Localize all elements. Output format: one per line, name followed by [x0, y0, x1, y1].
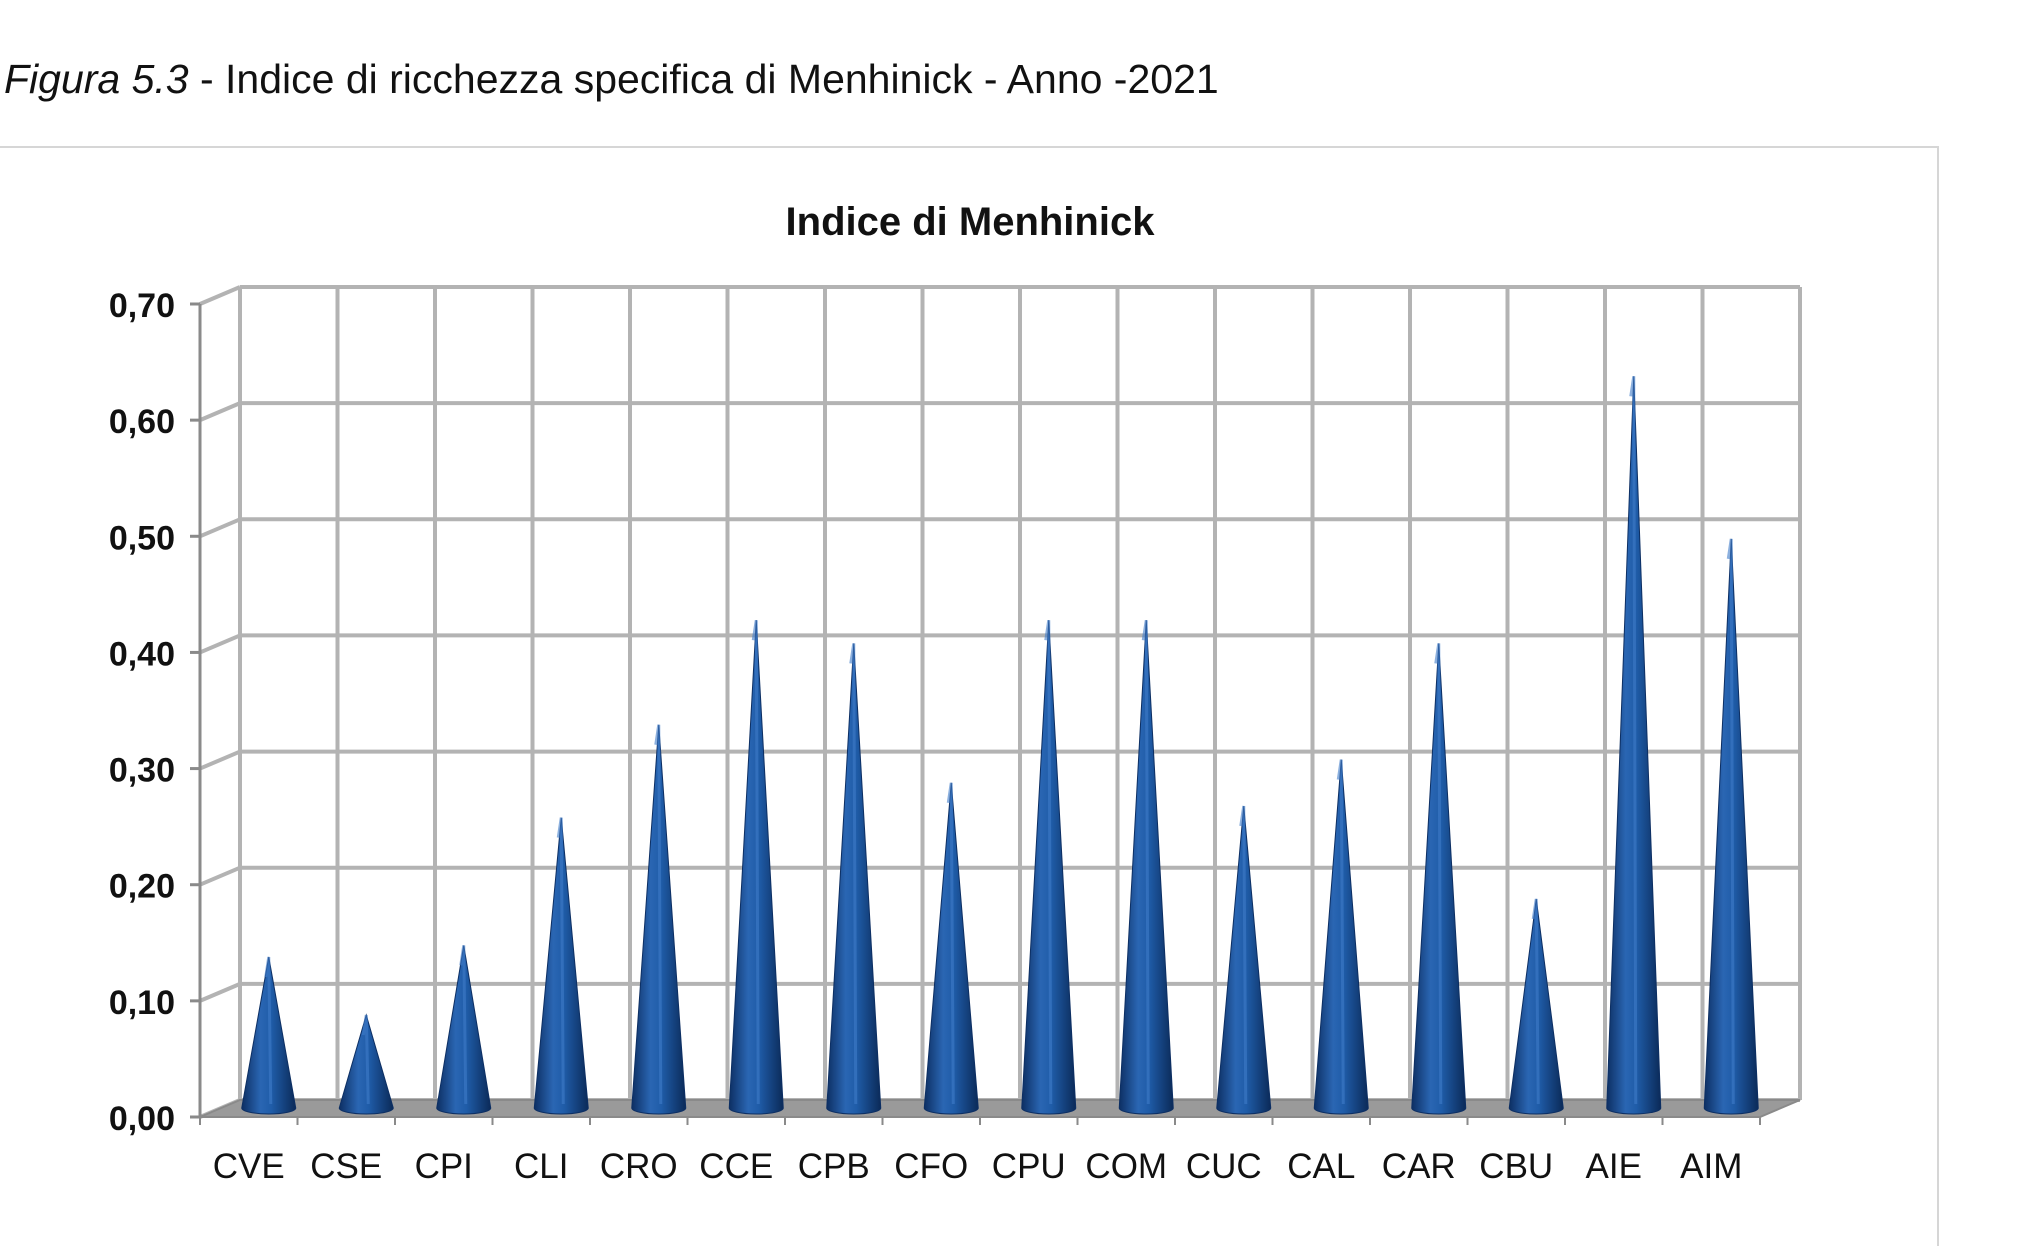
cone-highlight [946, 782, 955, 1105]
cone-highlight [264, 956, 273, 1105]
x-tick-label-cal: CAL [1287, 1147, 1355, 1186]
gridline-side [199, 633, 241, 655]
figure-caption: Figura 5.3 - Indice di ricchezza specifi… [4, 56, 1219, 103]
cone-highlight [654, 724, 663, 1105]
figure-label: Figura 5.3 [4, 56, 189, 102]
cone-highlight [556, 817, 565, 1105]
x-tick-label-cpu: CPU [992, 1147, 1066, 1186]
cone-cbu [1508, 898, 1564, 1115]
cone-highlight [751, 619, 760, 1105]
cone-cse [338, 1013, 394, 1115]
cone-highlight [1434, 643, 1443, 1105]
cone-car [1411, 643, 1467, 1115]
cone-highlight [1336, 759, 1345, 1105]
chart-frame [0, 146, 1939, 1246]
grid [198, 285, 1802, 1125]
gridline-side [199, 982, 241, 1003]
gridline-side [199, 517, 241, 539]
x-tick-label-cve: CVE [213, 1147, 285, 1186]
y-tick-label: 0,70 [109, 287, 175, 325]
cone-cal [1313, 759, 1369, 1115]
x-tick-label-aie: AIE [1586, 1147, 1642, 1186]
cone-com [1118, 619, 1174, 1115]
y-axis-ticks: 0,00 0,10 0,20 0,30 0,40 0,50 0,60 0,70 [109, 287, 200, 1138]
x-tick-label-cro: CRO [600, 1147, 678, 1186]
y-tick-label: 0,60 [109, 403, 175, 441]
chart-title: Indice di Menhinick [786, 200, 1156, 244]
y-tick-label: 0,50 [109, 519, 175, 557]
cone-cuc [1216, 805, 1272, 1115]
x-axis-labels: CVE CSE CPI CLI CRO CCE CPB CFO CPU COM CUC CAL CAR C… [213, 1147, 1743, 1186]
x-tick-label-cpb: CPB [798, 1147, 870, 1186]
x-tick-label-aim: AIM [1680, 1147, 1742, 1186]
x-tick-label-car: CAR [1382, 1147, 1456, 1186]
cones [241, 376, 1759, 1115]
x-tick-label-com: COM [1085, 1147, 1167, 1186]
y-tick-label: 0,00 [109, 1100, 175, 1138]
x-tick-label-cli: CLI [514, 1147, 568, 1186]
x-tick-label-cpi: CPI [415, 1147, 473, 1186]
y-tick-label: 0,20 [109, 868, 175, 906]
cone-cce [728, 619, 784, 1115]
cone-cpi [436, 945, 492, 1115]
cone-aim [1703, 538, 1759, 1115]
y-tick-label: 0,10 [109, 984, 175, 1022]
cone-aie [1606, 376, 1662, 1115]
cone-highlight [1044, 619, 1053, 1105]
cone-highlight [1531, 898, 1540, 1105]
cone-cpb [826, 643, 882, 1115]
cone-highlight [1141, 619, 1150, 1105]
gridline-side [199, 749, 241, 771]
y-tick-label: 0,40 [109, 635, 175, 673]
cone-highlight [849, 643, 858, 1105]
x-tick-label-cce: CCE [699, 1147, 773, 1186]
cone-highlight [1726, 538, 1735, 1105]
cone-cfo [923, 782, 979, 1115]
cone-highlight [1239, 805, 1248, 1105]
x-tick-label-cuc: CUC [1186, 1147, 1262, 1186]
cone-cro [631, 724, 687, 1115]
cone-highlight [459, 945, 468, 1105]
cone-highlight [361, 1014, 370, 1105]
x-tick-label-cbu: CBU [1479, 1147, 1553, 1186]
cone-cli [533, 817, 589, 1115]
y-tick-label: 0,30 [109, 752, 175, 790]
cone-cpu [1021, 619, 1077, 1115]
gridline-side [199, 285, 241, 306]
gridline-side [199, 865, 241, 887]
gridline-side [199, 401, 241, 422]
x-tick-label-cse: CSE [310, 1147, 382, 1186]
x-tick-label-cfo: CFO [894, 1147, 968, 1186]
cone-cve [241, 956, 297, 1115]
figure-caption-text: - Indice di ricchezza specifica di Menhi… [188, 56, 1219, 102]
cone-highlight [1629, 376, 1638, 1105]
